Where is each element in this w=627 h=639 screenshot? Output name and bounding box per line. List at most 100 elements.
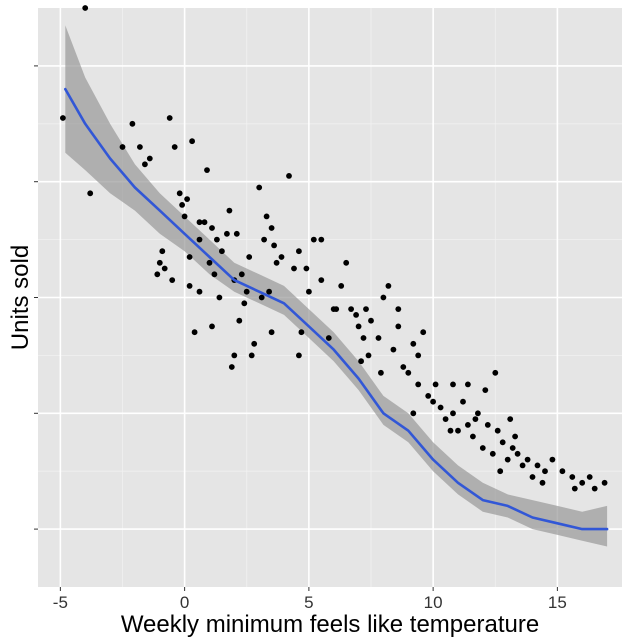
data-point	[432, 381, 439, 388]
data-point	[489, 450, 496, 457]
data-point	[579, 479, 586, 486]
data-point	[228, 364, 235, 370]
data-point	[286, 173, 292, 179]
data-point	[415, 381, 422, 388]
data-point	[507, 416, 514, 422]
data-point	[224, 230, 230, 237]
data-point	[233, 230, 240, 237]
data-point	[137, 144, 143, 150]
data-point	[219, 248, 225, 255]
data-point	[154, 271, 161, 278]
data-point	[542, 468, 548, 475]
data-point	[368, 317, 374, 324]
data-point	[395, 323, 402, 330]
data-point	[238, 271, 245, 278]
data-point	[291, 265, 297, 272]
data-point	[204, 167, 210, 174]
data-point	[482, 387, 489, 393]
data-point	[298, 329, 305, 336]
data-point	[475, 410, 481, 417]
data-point	[246, 254, 253, 260]
data-point	[437, 404, 444, 411]
data-point	[514, 450, 521, 457]
y-axis-title: Units sold	[7, 245, 34, 350]
data-point	[378, 369, 384, 376]
data-point	[196, 219, 203, 226]
data-point	[258, 294, 265, 301]
data-point	[524, 456, 531, 463]
data-point	[549, 456, 556, 463]
data-point	[447, 427, 454, 434]
data-point	[310, 236, 317, 243]
data-point	[499, 439, 506, 446]
data-point	[241, 300, 248, 307]
smooth-line-layer	[64, 87, 609, 531]
data-point	[186, 254, 193, 260]
data-point	[181, 213, 188, 220]
data-point	[191, 329, 198, 336]
data-point	[82, 5, 89, 11]
data-point	[209, 323, 215, 330]
x-tick-label: 10	[424, 593, 443, 612]
data-point	[296, 352, 302, 359]
x-tick-label: 5	[304, 593, 313, 612]
data-point	[460, 398, 466, 405]
data-point	[296, 248, 302, 255]
data-point	[450, 381, 456, 388]
data-point	[159, 248, 166, 255]
x-tick-label: 15	[548, 593, 567, 612]
data-point	[380, 294, 387, 301]
data-point	[400, 364, 407, 370]
data-point	[586, 474, 593, 480]
data-point	[355, 323, 362, 330]
data-point	[338, 283, 345, 289]
data-point	[348, 306, 354, 312]
data-point	[184, 196, 191, 203]
data-point	[251, 340, 258, 347]
data-point	[410, 340, 417, 347]
data-point	[119, 144, 126, 150]
data-point	[303, 265, 310, 272]
data-point	[226, 207, 233, 214]
data-point	[410, 410, 417, 417]
data-point	[196, 288, 203, 295]
data-point	[236, 317, 243, 324]
data-point	[534, 462, 541, 469]
data-point	[519, 462, 526, 469]
data-point	[206, 259, 213, 266]
data-point	[306, 288, 312, 295]
data-point	[529, 474, 536, 480]
data-point	[512, 433, 518, 440]
data-point	[509, 445, 516, 451]
data-point	[353, 312, 359, 318]
data-point	[278, 254, 285, 260]
data-point	[60, 115, 66, 121]
x-tick-label: 0	[180, 593, 189, 612]
data-point	[358, 358, 364, 365]
data-point	[268, 329, 275, 336]
data-point	[248, 352, 255, 359]
data-point	[539, 479, 546, 486]
data-point	[415, 352, 422, 359]
data-point	[390, 346, 397, 353]
data-point	[318, 236, 325, 243]
data-point	[470, 433, 476, 440]
data-point	[450, 410, 456, 417]
data-point	[385, 283, 392, 289]
data-point	[591, 485, 598, 492]
x-axis-title: Weekly minimum feels like temperature	[121, 611, 539, 638]
data-point	[186, 283, 193, 289]
data-point	[243, 288, 250, 295]
data-point	[365, 352, 372, 359]
data-point	[375, 335, 382, 341]
data-point	[146, 155, 153, 162]
smooth-trend-line	[64, 87, 609, 531]
data-point	[430, 398, 436, 405]
data-point	[142, 161, 148, 168]
data-point	[494, 427, 501, 434]
major-gridlines	[38, 8, 622, 587]
data-point	[363, 306, 369, 312]
data-point	[231, 352, 238, 359]
data-point	[214, 236, 220, 243]
data-point	[492, 369, 499, 376]
